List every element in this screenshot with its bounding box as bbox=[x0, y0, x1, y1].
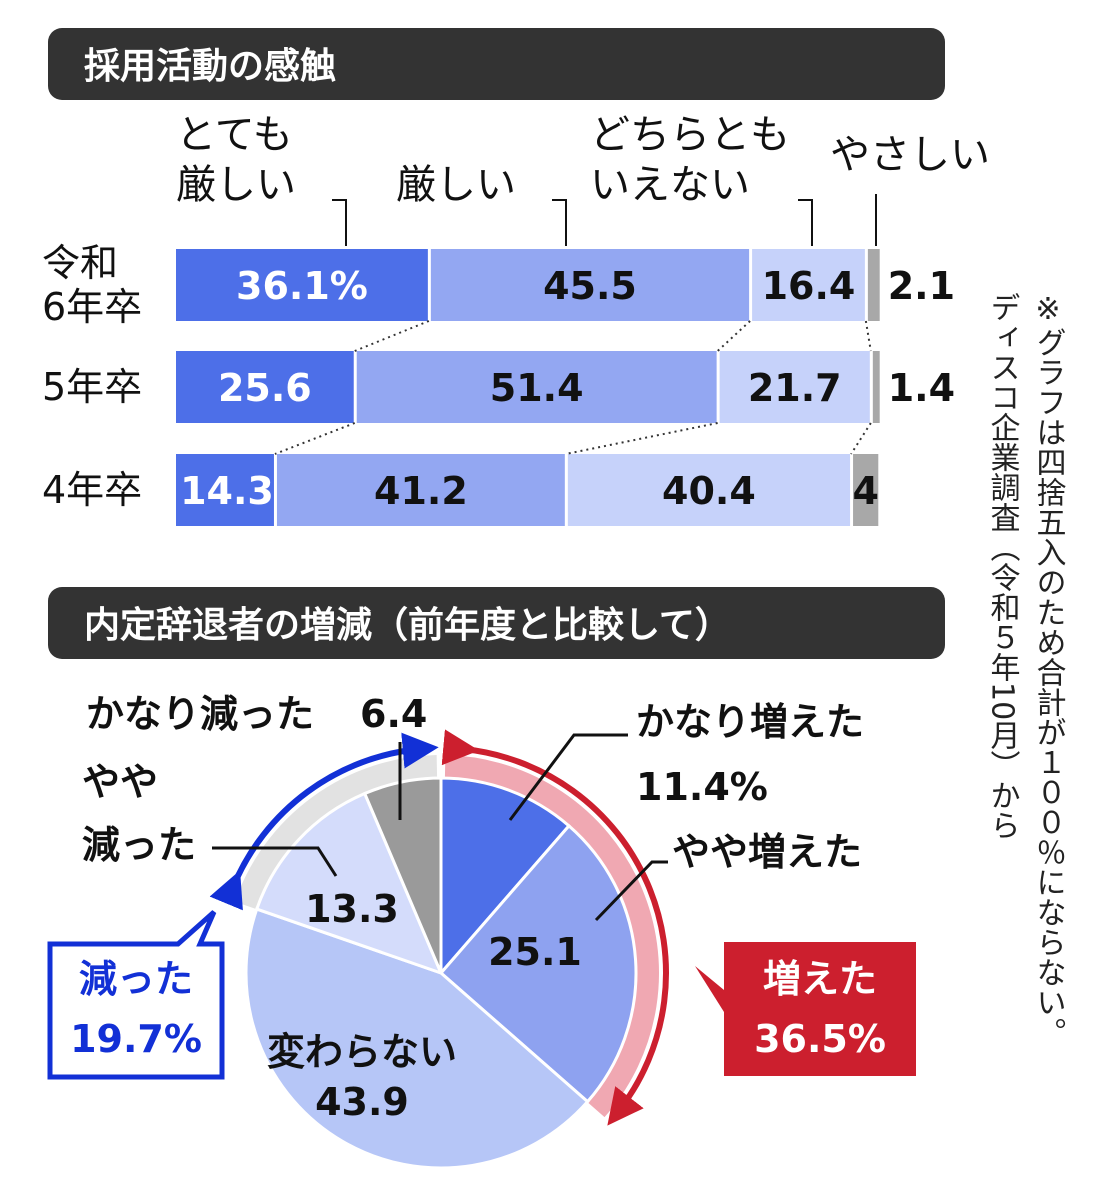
bar-value-label: 51.4 bbox=[490, 366, 584, 410]
callout-slightly-less-name-2: 減った bbox=[82, 823, 196, 867]
bar-value-label: 2.1 bbox=[888, 264, 955, 308]
bar-segment bbox=[567, 454, 851, 526]
bar-value-label: 16.4 bbox=[762, 264, 856, 308]
legend-label: やさしい bbox=[830, 132, 990, 178]
callout-leader bbox=[594, 860, 668, 922]
bar-segment bbox=[752, 249, 865, 321]
callout-much-less-value: 6.4 bbox=[360, 692, 427, 736]
callout-leader bbox=[212, 846, 338, 877]
increase-group-value: 36.5% bbox=[754, 1017, 886, 1061]
bar-segment bbox=[867, 249, 880, 321]
legend-label: どちらとも bbox=[590, 112, 790, 158]
bar-value-label: 40.4 bbox=[662, 469, 756, 513]
callout-leader bbox=[508, 733, 628, 821]
callout-much-less-name: かなり減った bbox=[86, 692, 314, 736]
callout-much-more-value: 11.4% bbox=[636, 765, 768, 809]
bar-section-title: 採用活動の感触 bbox=[84, 46, 336, 87]
pie-value-label: 25.1 bbox=[488, 930, 582, 974]
legend-label: いえない bbox=[590, 162, 750, 208]
row-label: 4年卒 bbox=[42, 468, 142, 512]
pie-section-header-bg bbox=[48, 587, 945, 659]
pie-value-label: 13.3 bbox=[305, 887, 399, 931]
connector-line bbox=[354, 320, 430, 352]
legend-label: とても bbox=[176, 112, 293, 158]
bar-segment bbox=[853, 454, 879, 526]
connector-line bbox=[864, 320, 872, 352]
bar-value-label: 45.5 bbox=[543, 264, 637, 308]
footnote: ※グラフは四捨五入のため合計が１００％にならない。 ディスコ企業調査（令和５年1… bbox=[985, 292, 1066, 1047]
bar-segment bbox=[176, 351, 354, 423]
legend-label: 厳しい bbox=[396, 162, 516, 208]
legend-label: 厳しい bbox=[176, 162, 296, 208]
decrease-group-name: 減った bbox=[79, 957, 193, 1001]
footnote-line-1: ※グラフは四捨五入のため合計が１００％にならない。 bbox=[1031, 292, 1066, 1047]
bar-segment bbox=[872, 351, 880, 423]
bar-value-label: 14.3 bbox=[180, 469, 274, 513]
increase-callout-pointer bbox=[695, 966, 724, 1012]
row-label: 5年卒 bbox=[42, 365, 142, 409]
bar-section-header-bg bbox=[48, 28, 945, 100]
row-label: 令和 bbox=[42, 241, 118, 285]
pie-value-label: 43.9 bbox=[315, 1080, 409, 1124]
increase-group-name: 増えた bbox=[763, 957, 877, 1001]
bar-segment bbox=[176, 454, 274, 526]
callout-slightly-more-name: やや増えた bbox=[672, 830, 862, 874]
bar-value-label: 25.6 bbox=[218, 366, 312, 410]
increase-callout-box bbox=[724, 942, 916, 1076]
connector-line bbox=[716, 320, 751, 352]
bar-segment bbox=[276, 454, 565, 526]
increase-arrow bbox=[441, 729, 670, 1126]
pie-section-title: 内定辞退者の増減（前年度と比較して） bbox=[84, 605, 731, 646]
legend-leader bbox=[798, 199, 813, 246]
legend-leader bbox=[332, 199, 347, 246]
connector-line bbox=[850, 422, 872, 455]
callout-much-more-name: かなり増えた bbox=[636, 700, 864, 744]
connector-line bbox=[565, 422, 718, 455]
bar-segment bbox=[719, 351, 870, 423]
row-label: 6年卒 bbox=[42, 285, 142, 329]
callout-slightly-less-name-1: やや bbox=[82, 760, 158, 804]
pie-value-label: 変わらない bbox=[267, 1030, 457, 1074]
bar-segment bbox=[356, 351, 717, 423]
bar-value-label: 41.2 bbox=[374, 469, 468, 513]
bar-segment bbox=[430, 249, 750, 321]
decrease-arrow bbox=[209, 732, 439, 911]
bar-value-label: 4 bbox=[852, 469, 878, 513]
legend-leader bbox=[552, 199, 567, 246]
bar-value-label: 1.4 bbox=[888, 366, 955, 410]
bar-value-label: 21.7 bbox=[748, 366, 842, 410]
decrease-callout-box bbox=[47, 910, 225, 1080]
footnote-line-2: ディスコ企業調査（令和５年10月）から bbox=[985, 292, 1021, 840]
bar-segment bbox=[176, 249, 428, 321]
decrease-group-value: 19.7% bbox=[70, 1017, 202, 1061]
bar-value-label: 36.1% bbox=[236, 264, 368, 308]
connector-line bbox=[274, 422, 356, 455]
